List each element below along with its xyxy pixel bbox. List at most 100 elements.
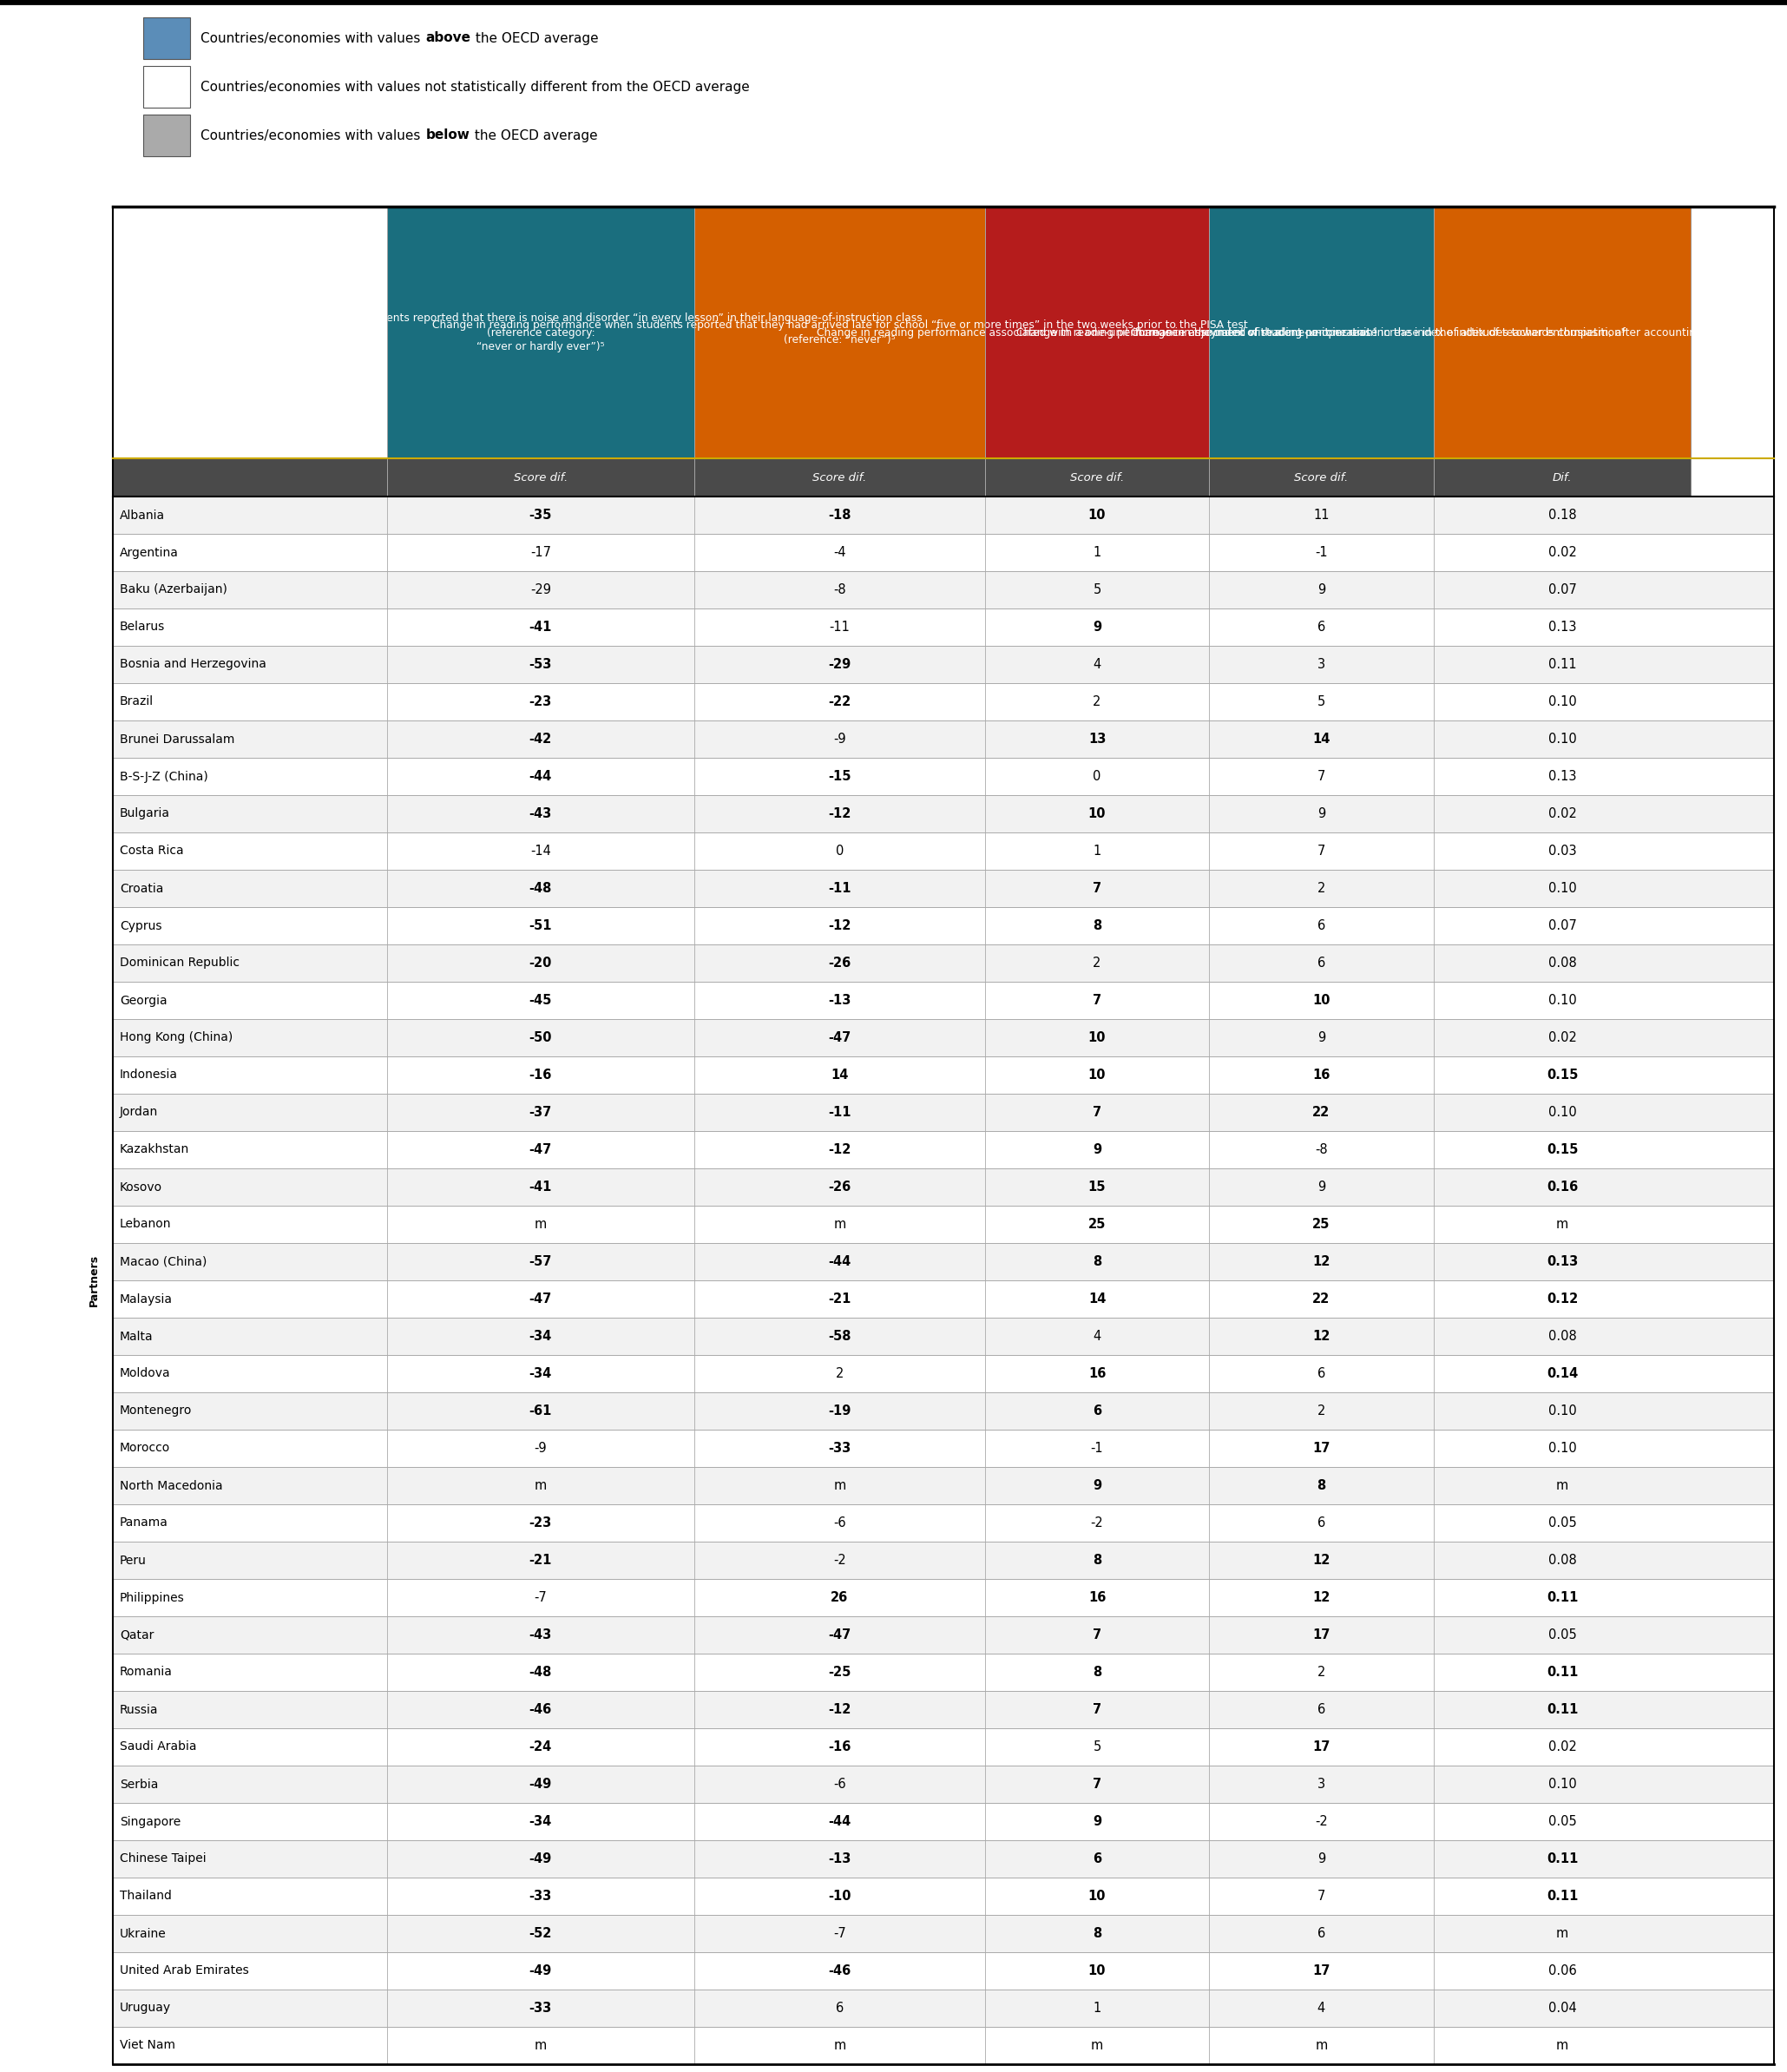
Text: -47: -47 <box>529 1293 552 1305</box>
Text: -33: -33 <box>529 1890 552 1902</box>
Bar <box>113 609 1774 646</box>
Text: -34: -34 <box>529 1330 552 1343</box>
Text: 0.02: 0.02 <box>1548 1032 1576 1044</box>
Text: 9: 9 <box>1317 1032 1326 1044</box>
Text: Change in enjoyment of reading per one-unit increase in the index of teacher ent: Change in enjoyment of reading per one-u… <box>1131 327 1787 338</box>
Bar <box>113 1765 1774 1803</box>
Text: 0.11: 0.11 <box>1546 1852 1578 1865</box>
Text: 14: 14 <box>1312 733 1330 746</box>
Text: 0.05: 0.05 <box>1548 1517 1576 1529</box>
Text: Hong Kong (China): Hong Kong (China) <box>120 1032 232 1044</box>
Bar <box>1433 458 1691 497</box>
Text: 10: 10 <box>1088 1964 1106 1977</box>
Bar <box>113 207 388 458</box>
Text: 4: 4 <box>1094 1330 1101 1343</box>
Text: 7: 7 <box>1092 1703 1101 1716</box>
Text: -61: -61 <box>529 1405 552 1417</box>
Text: 11: 11 <box>1313 508 1330 522</box>
Text: -26: -26 <box>827 1181 851 1193</box>
Text: 16: 16 <box>1088 1591 1106 1604</box>
Text: 0.07: 0.07 <box>1548 920 1576 932</box>
Text: -2: -2 <box>833 1554 845 1566</box>
Text: Malaysia: Malaysia <box>120 1293 173 1305</box>
Text: -47: -47 <box>529 1144 552 1156</box>
Text: 0.05: 0.05 <box>1548 1815 1576 1828</box>
Text: Russia: Russia <box>120 1703 159 1716</box>
Bar <box>1433 207 1691 458</box>
Text: 17: 17 <box>1312 1629 1330 1641</box>
Text: 0.10: 0.10 <box>1548 883 1576 895</box>
Text: 2: 2 <box>1094 696 1101 709</box>
Text: Malta: Malta <box>120 1330 154 1343</box>
Text: Bosnia and Herzegovina: Bosnia and Herzegovina <box>120 659 266 671</box>
Text: -33: -33 <box>827 1442 851 1455</box>
Bar <box>113 1803 1774 1840</box>
Text: -6: -6 <box>833 1778 845 1790</box>
Text: -4: -4 <box>833 547 845 559</box>
Bar <box>113 870 1774 908</box>
Text: 12: 12 <box>1312 1330 1330 1343</box>
Text: 0.11: 0.11 <box>1546 1666 1578 1678</box>
Text: Morocco: Morocco <box>120 1442 170 1455</box>
Text: 0.05: 0.05 <box>1548 1629 1576 1641</box>
Text: 14: 14 <box>831 1069 849 1082</box>
Text: 25: 25 <box>1312 1218 1330 1231</box>
Text: United Arab Emirates: United Arab Emirates <box>120 1964 248 1977</box>
Text: -21: -21 <box>827 1293 851 1305</box>
Text: m: m <box>534 1218 547 1231</box>
Text: 1: 1 <box>1094 547 1101 559</box>
Text: 26: 26 <box>831 1591 849 1604</box>
Bar <box>113 1616 1774 1653</box>
Text: -26: -26 <box>827 957 851 970</box>
Text: 12: 12 <box>1312 1591 1330 1604</box>
Text: Cyprus: Cyprus <box>120 920 163 932</box>
Bar <box>113 535 1774 572</box>
Bar <box>113 758 1774 796</box>
Text: 0.08: 0.08 <box>1548 1554 1576 1566</box>
Bar <box>113 1169 1774 1206</box>
Text: 7: 7 <box>1092 1778 1101 1790</box>
Text: 6: 6 <box>1317 957 1326 970</box>
Text: the OECD average: the OECD average <box>470 128 599 141</box>
Text: -8: -8 <box>833 584 845 597</box>
Text: 6: 6 <box>1317 622 1326 634</box>
Text: -18: -18 <box>827 508 851 522</box>
Text: Saudi Arabia: Saudi Arabia <box>120 1740 197 1753</box>
Text: Qatar: Qatar <box>120 1629 154 1641</box>
Text: 0.15: 0.15 <box>1546 1069 1578 1082</box>
Text: North Macedonia: North Macedonia <box>120 1479 223 1492</box>
Bar <box>113 1392 1774 1430</box>
Text: Serbia: Serbia <box>120 1778 159 1790</box>
Bar <box>113 1019 1774 1057</box>
Text: -1: -1 <box>1090 1442 1103 1455</box>
Text: 7: 7 <box>1092 1629 1101 1641</box>
Text: 0.11: 0.11 <box>1546 1703 1578 1716</box>
Text: -12: -12 <box>827 808 851 821</box>
Text: Croatia: Croatia <box>120 883 163 895</box>
Text: -16: -16 <box>827 1740 851 1753</box>
Text: -49: -49 <box>529 1964 552 1977</box>
Text: 4: 4 <box>1094 659 1101 671</box>
Bar <box>113 1915 1774 1952</box>
Text: -22: -22 <box>827 696 851 709</box>
Text: -9: -9 <box>833 733 845 746</box>
Bar <box>113 458 388 497</box>
Text: -41: -41 <box>529 622 552 634</box>
Text: 12: 12 <box>1312 1256 1330 1268</box>
Bar <box>113 1840 1774 1877</box>
Text: 0.07: 0.07 <box>1548 584 1576 597</box>
Text: m: m <box>1556 1927 1569 1939</box>
Text: 9: 9 <box>1092 622 1101 634</box>
Text: m: m <box>1556 2039 1569 2051</box>
Text: Costa Rica: Costa Rica <box>120 845 184 858</box>
Text: 9: 9 <box>1317 808 1326 821</box>
Text: Score dif.: Score dif. <box>813 472 867 483</box>
Text: -49: -49 <box>529 1778 552 1790</box>
Text: Dif.: Dif. <box>1553 472 1573 483</box>
Text: 10: 10 <box>1088 1890 1106 1902</box>
Bar <box>113 1728 1774 1765</box>
Text: -13: -13 <box>827 995 851 1007</box>
Text: -47: -47 <box>827 1629 851 1641</box>
Text: 22: 22 <box>1312 1106 1330 1119</box>
Text: -2: -2 <box>1315 1815 1328 1828</box>
